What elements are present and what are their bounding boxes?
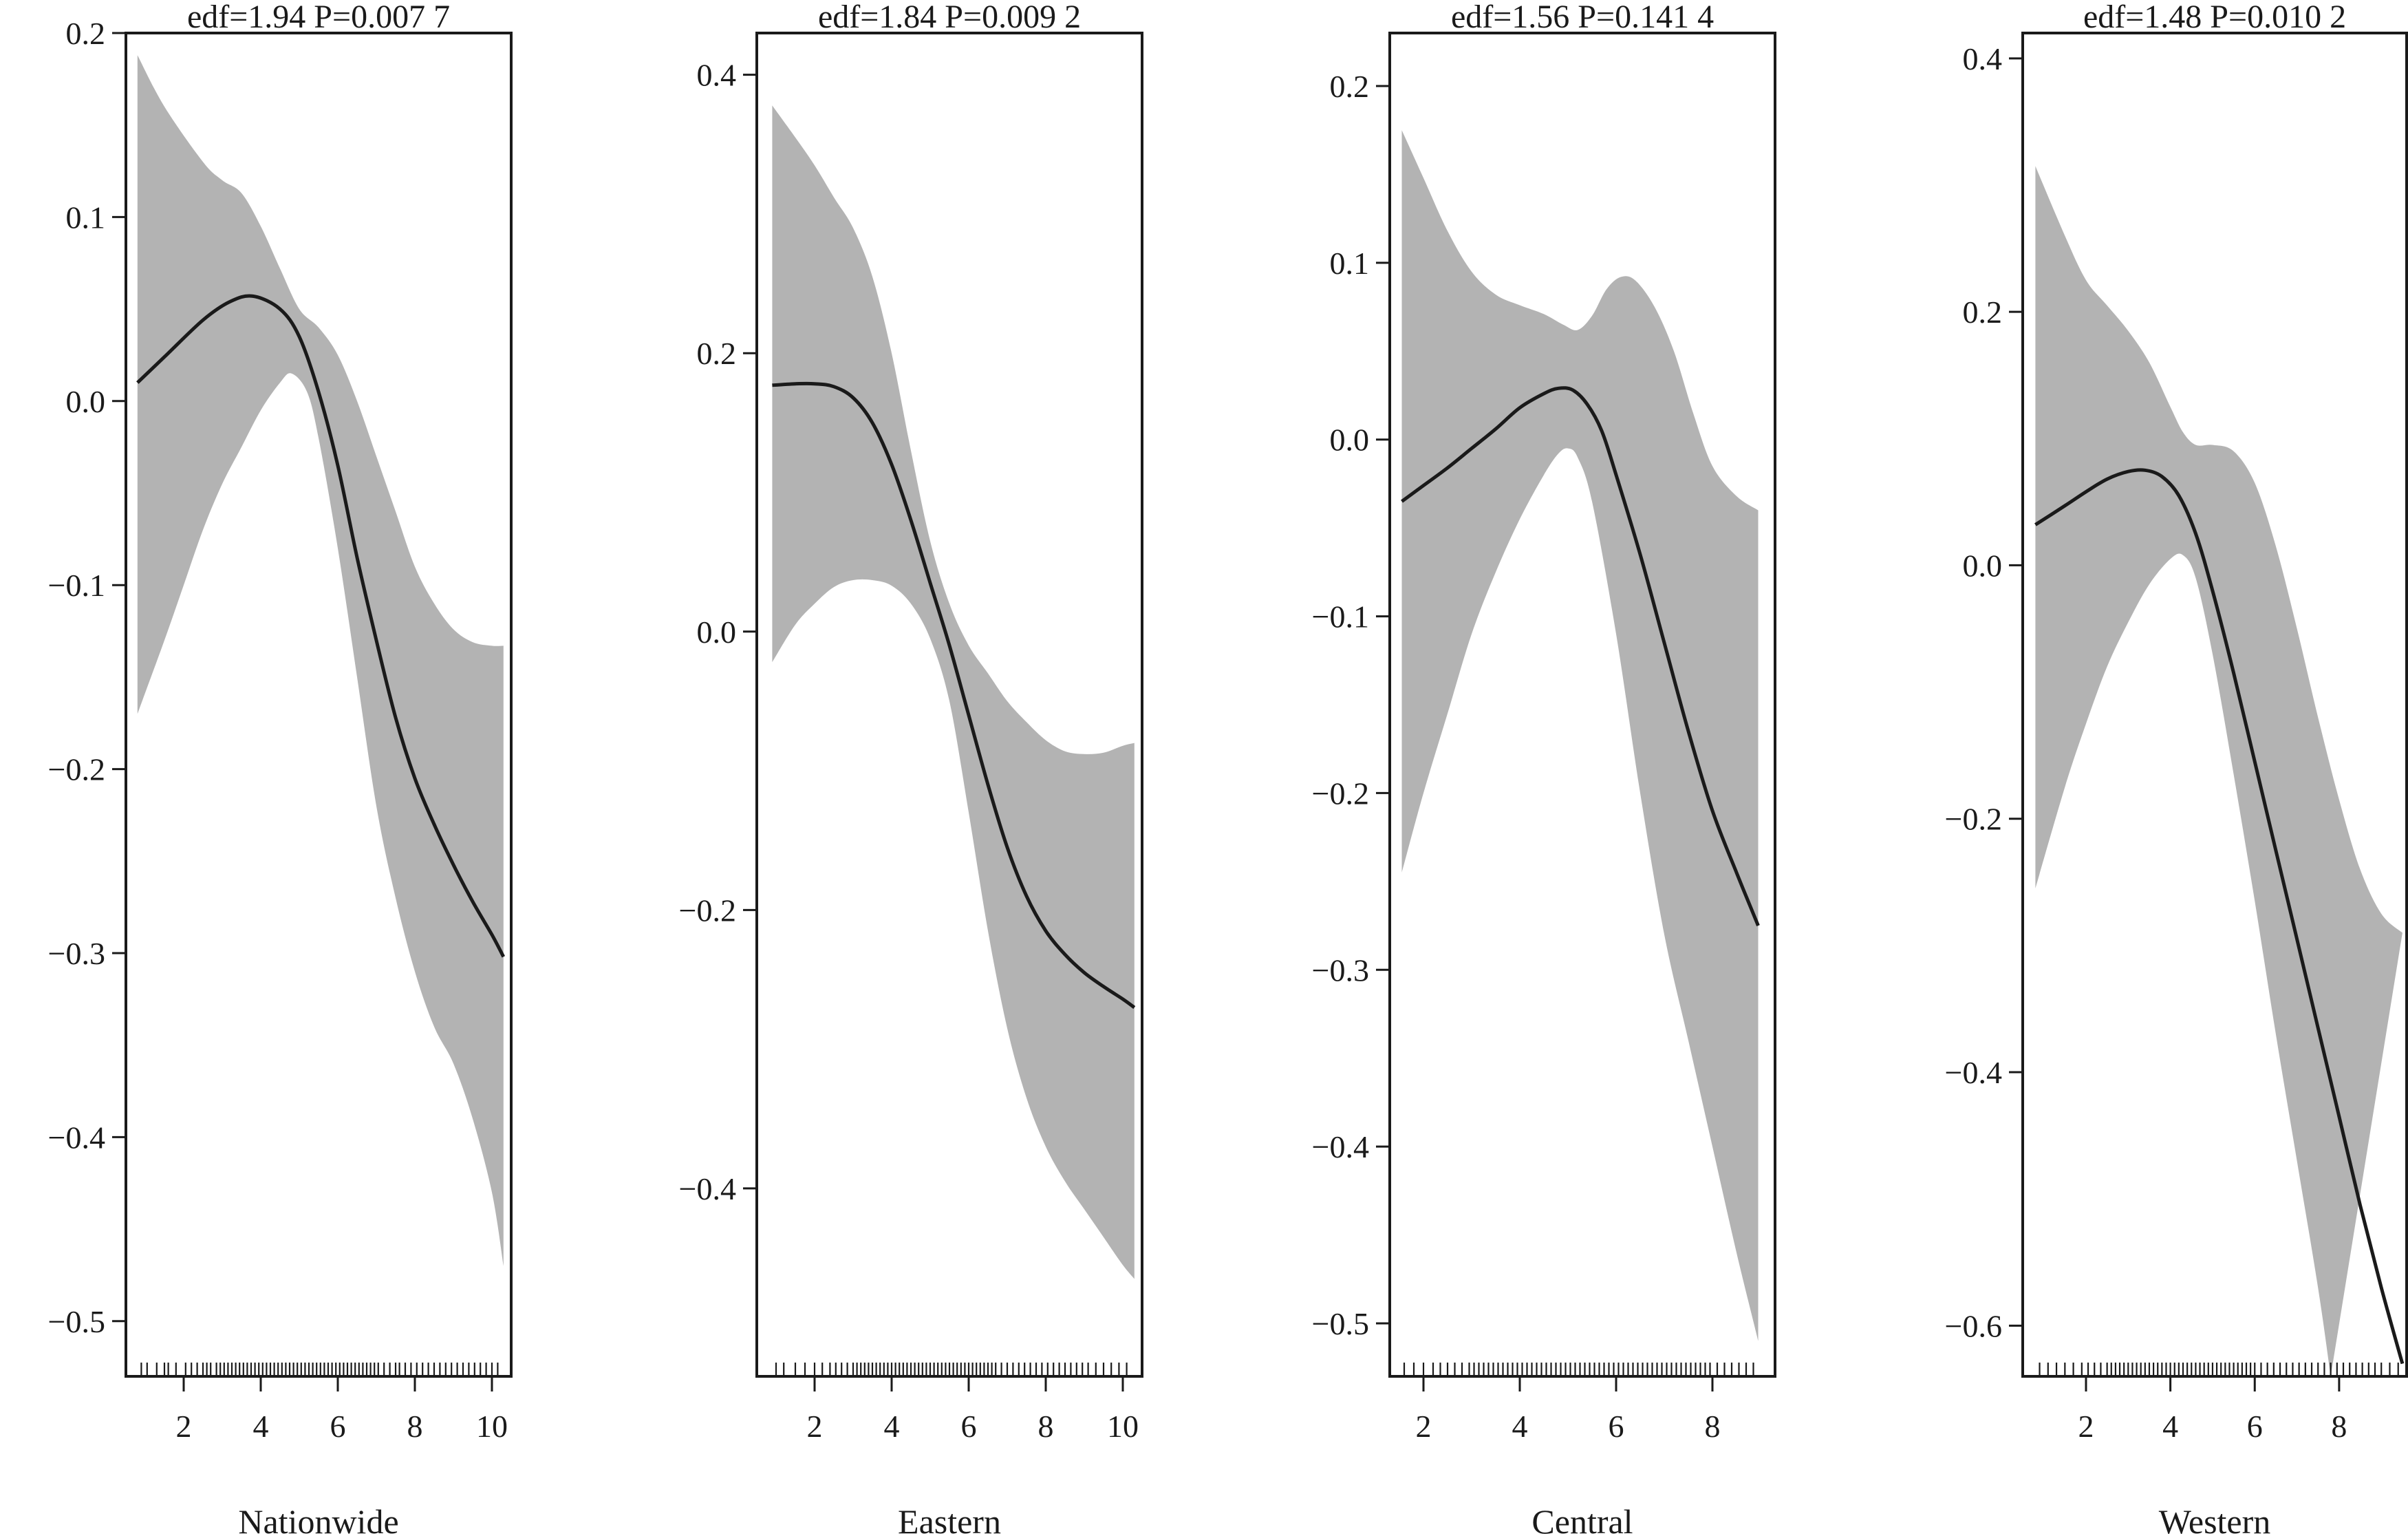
y-tick-label: −0.1	[1312, 599, 1369, 634]
panel-title: edf=1.94 P=0.007 7	[187, 0, 450, 35]
panel-title: edf=1.84 P=0.009 2	[818, 0, 1081, 35]
y-tick-label: 0.0	[697, 615, 737, 650]
y-tick-label: 0.1	[66, 200, 106, 235]
panel-title: edf=1.48 P=0.010 2	[2083, 0, 2346, 35]
panel-2: 0.4 0.2 0.0 −0.2 −0.4 2 4 6 8 10 edf=1.84 P=0.009 …	[679, 0, 1143, 1536]
x-tick-label: 6	[2247, 1409, 2263, 1444]
x-tick-label: 8	[1705, 1409, 1721, 1444]
y-axis: 0.2 0.1 0.0 −0.1 −0.2 −0.3 −0.4 −0.5	[1312, 69, 1390, 1341]
plot-frame	[755, 32, 1143, 1378]
y-tick-label: 0.0	[1330, 423, 1370, 458]
panel-4: 0.4 0.2 0.0 −0.2 −0.4 −0.6 2 4 6 8 edf=1.48 P=0.01…	[1945, 0, 2408, 1536]
x-axis-label: Western	[2159, 1502, 2271, 1536]
x-tick-label: 8	[1038, 1409, 1054, 1444]
confidence-band	[2035, 166, 2402, 1376]
rug	[775, 1363, 1128, 1375]
y-tick-label: −0.6	[1945, 1308, 2002, 1343]
y-tick-label: −0.5	[48, 1304, 105, 1339]
x-tick-label: 6	[1609, 1409, 1624, 1444]
x-tick-label: 4	[2162, 1409, 2178, 1444]
x-tick-label: 2	[2078, 1409, 2094, 1444]
panel-1: 0.2 0.1 0.0 −0.1 −0.2 −0.3 −0.4 −0.5 2 4 6 8 10 edf=1…	[48, 0, 513, 1536]
x-axis-label: Eastern	[898, 1502, 1001, 1536]
smooth-fit-line	[772, 381, 1136, 1009]
x-axis: 2 4 6 8 10	[176, 1376, 508, 1444]
y-tick-label: −0.1	[48, 568, 105, 603]
x-axis-label: Central	[1531, 1502, 1633, 1536]
x-axis: 2 4 6 8	[1416, 1376, 1721, 1444]
y-tick-label: −0.4	[1945, 1055, 2002, 1090]
plot-frame	[1388, 32, 1776, 1378]
smooth-fit-line	[136, 294, 506, 958]
y-tick-label: 0.2	[697, 336, 737, 371]
y-axis: 0.4 0.2 0.0 −0.2 −0.4 −0.6	[1945, 41, 2023, 1343]
panel-3: 0.2 0.1 0.0 −0.1 −0.2 −0.3 −0.4 −0.5 2 4 6 8 edf=1.5…	[1312, 0, 1776, 1536]
y-tick-label: −0.5	[1312, 1306, 1369, 1341]
x-tick-label: 4	[253, 1409, 269, 1444]
y-tick-label: 0.0	[66, 384, 106, 419]
x-axis: 2 4 6 8 10	[807, 1376, 1139, 1444]
rug	[140, 1363, 499, 1375]
x-tick-label: 4	[1512, 1409, 1528, 1444]
x-tick-label: 2	[1416, 1409, 1432, 1444]
smooth-fit-line	[1401, 386, 1760, 927]
y-tick-label: −0.3	[1312, 952, 1369, 988]
confidence-band	[137, 55, 504, 1266]
x-axis: 2 4 6 8	[2078, 1376, 2347, 1444]
x-tick-label: 8	[407, 1409, 423, 1444]
y-tick-label: −0.4	[1312, 1129, 1369, 1164]
y-tick-label: 0.1	[1330, 246, 1370, 281]
y-tick-label: −0.2	[679, 893, 736, 928]
y-tick-label: 0.2	[1330, 69, 1370, 104]
confidence-band	[1401, 130, 1759, 1341]
x-tick-label: 10	[1107, 1409, 1139, 1444]
y-tick-label: −0.2	[1312, 776, 1369, 811]
y-tick-label: 0.4	[697, 58, 737, 93]
rug	[2039, 1363, 2399, 1375]
confidence-band	[772, 105, 1135, 1279]
plot-frame	[125, 32, 513, 1378]
x-tick-label: 2	[176, 1409, 192, 1444]
y-tick-label: 0.0	[1963, 548, 2003, 583]
x-tick-label: 10	[476, 1409, 508, 1444]
x-tick-label: 4	[884, 1409, 900, 1444]
y-axis: 0.4 0.2 0.0 −0.2 −0.4	[679, 58, 757, 1206]
x-tick-label: 2	[807, 1409, 823, 1444]
y-tick-label: −0.4	[679, 1171, 736, 1206]
x-tick-label: 8	[2331, 1409, 2347, 1444]
y-tick-label: −0.3	[48, 936, 105, 971]
plot-frame	[2021, 32, 2408, 1378]
x-tick-label: 6	[330, 1409, 346, 1444]
y-tick-label: −0.2	[1945, 802, 2002, 837]
y-tick-label: −0.4	[48, 1120, 105, 1155]
y-tick-label: 0.4	[1963, 41, 2003, 76]
y-tick-label: 0.2	[66, 16, 106, 51]
x-axis-label: Nationwide	[238, 1502, 398, 1536]
x-tick-label: 6	[961, 1409, 977, 1444]
panel-title: edf=1.56 P=0.141 4	[1451, 0, 1714, 35]
y-axis: 0.2 0.1 0.0 −0.1 −0.2 −0.3 −0.4 −0.5	[48, 16, 126, 1339]
rug	[1403, 1363, 1754, 1375]
smooth-fit-line	[2034, 468, 2405, 1365]
y-tick-label: 0.2	[1963, 295, 2003, 330]
y-tick-label: −0.2	[48, 752, 105, 787]
